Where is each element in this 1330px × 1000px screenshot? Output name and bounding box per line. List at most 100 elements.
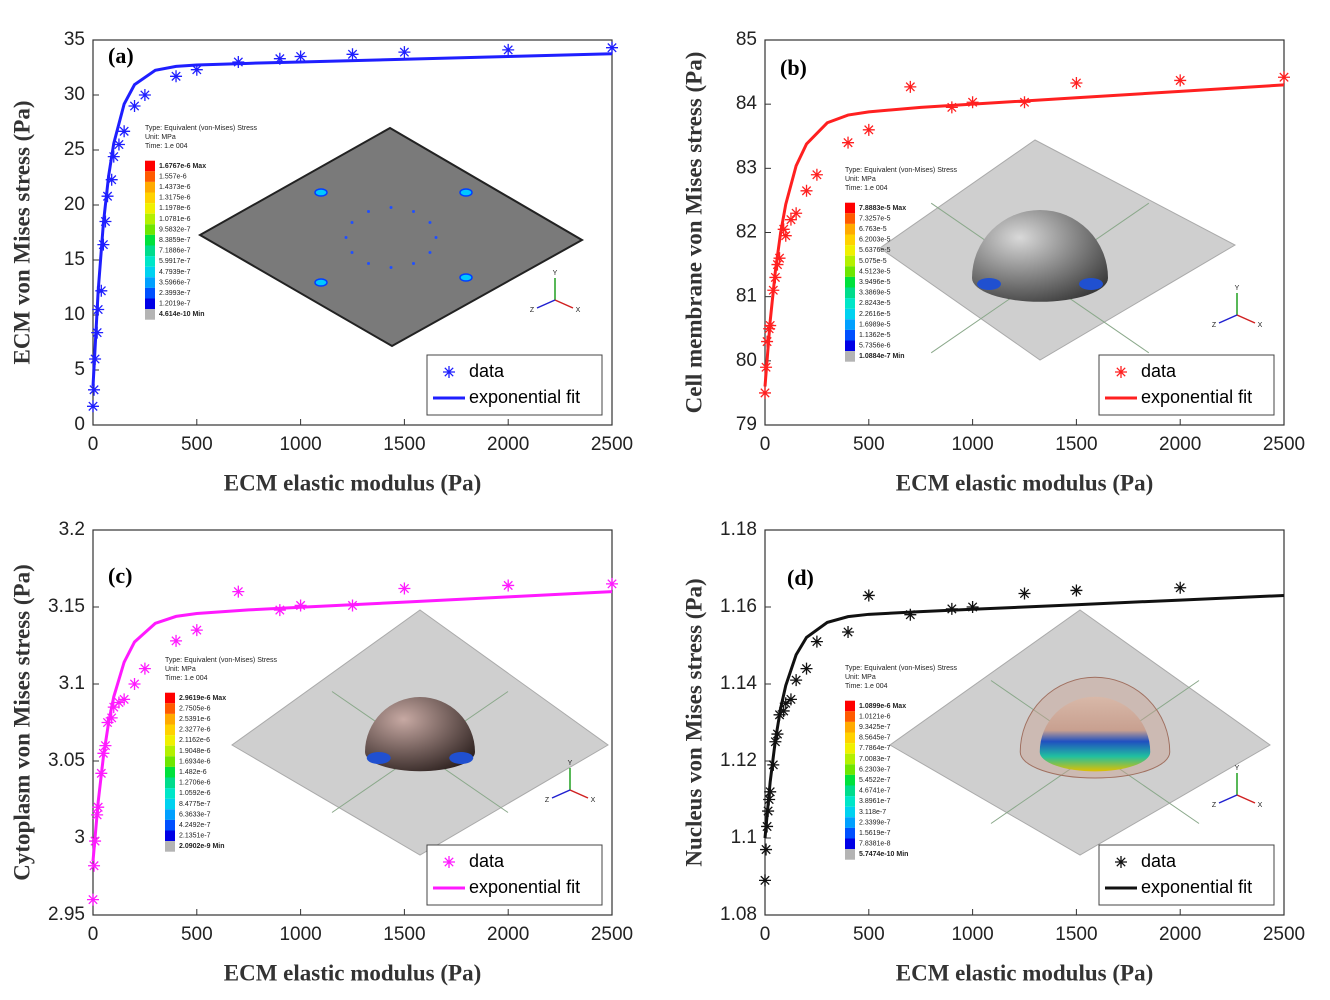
colorbar-swatch (145, 277, 155, 288)
colorbar-label: 1.0121e-6 (859, 713, 891, 720)
colorbar-swatch (145, 299, 155, 310)
y-tick-label: 3.05 (48, 750, 85, 771)
stress-dot (367, 262, 370, 265)
colorbar-swatch (145, 161, 155, 172)
colorbar-swatch (145, 214, 155, 225)
colorbar-label: 1.5619e-7 (859, 830, 891, 837)
colorbar-label: 1.3175e-6 (159, 195, 191, 202)
y-tick-label: 0 (74, 414, 85, 435)
colorbar-swatch (845, 277, 855, 288)
colorbar-swatch (145, 171, 155, 182)
colorbar-label: 1.482e-6 (179, 769, 207, 776)
colorbar-swatch (845, 351, 855, 362)
colorbar-swatch (845, 341, 855, 352)
data-point (1174, 74, 1186, 86)
inset-title: Type: Equivalent (von-Mises) Stress (165, 657, 278, 664)
colorbar-label: 2.1351e-7 (179, 833, 211, 840)
data-point (1278, 71, 1290, 83)
colorbar-swatch (165, 788, 175, 799)
panel: YXZType: Equivalent (von-Mises) StressUn… (9, 29, 633, 495)
colorbar-swatch (145, 309, 155, 320)
colorbar-label: 6.2003e-5 (859, 237, 891, 244)
colorbar-swatch (845, 796, 855, 807)
y-tick-label: 15 (64, 249, 85, 270)
data-point (347, 48, 359, 60)
colorbar-label: 5.9917e-7 (159, 258, 191, 265)
colorbar-swatch (165, 703, 175, 714)
inset-title: Time: 1.e 004 (845, 683, 888, 690)
colorbar-swatch (845, 235, 855, 246)
legend-label: exponential fit (469, 877, 580, 897)
colorbar-label: 1.0884e-7 Min (859, 353, 905, 360)
colorbar-label: 2.1162e-6 (179, 737, 210, 744)
legend-marker (443, 856, 455, 868)
colorbar-label: 2.0902e-9 Min (179, 843, 225, 850)
y-tick-label: 1.16 (720, 596, 757, 617)
x-tick-label: 500 (853, 434, 885, 455)
colorbar-label: 2.3993e-7 (159, 290, 191, 297)
colorbar-swatch (845, 245, 855, 256)
colorbar-swatch (165, 746, 175, 757)
figure: YXZType: Equivalent (von-Mises) StressUn… (0, 0, 1330, 1000)
y-tick-label: 3.1 (59, 673, 85, 694)
colorbar-label: 8.5645e-7 (859, 735, 891, 742)
stress-spot (460, 274, 472, 281)
x-tick-label: 1500 (383, 924, 425, 945)
y-tick-label: 10 (64, 304, 85, 325)
colorbar-label: 7.0083e-7 (859, 756, 891, 763)
colorbar-swatch (845, 849, 855, 860)
stress-dot (345, 236, 348, 239)
colorbar-swatch (165, 809, 175, 820)
x-tick-label: 2500 (1263, 434, 1305, 455)
x-tick-label: 1500 (383, 434, 425, 455)
data-point (1070, 77, 1082, 89)
x-tick-label: 500 (853, 924, 885, 945)
data-point (1070, 584, 1082, 596)
y-tick-label: 80 (736, 350, 757, 371)
inset-title: Unit: MPa (165, 666, 196, 673)
panel-label: (a) (108, 43, 134, 68)
y-axis-label: Nucleus von Mises stress (Pa) (681, 578, 706, 866)
colorbar-swatch (165, 799, 175, 810)
colorbar-label: 6.3633e-7 (179, 811, 211, 818)
legend-label: exponential fit (1141, 387, 1252, 407)
colorbar-label: 5.7356e-6 (859, 343, 891, 350)
inset-title: Type: Equivalent (von-Mises) Stress (145, 125, 258, 132)
colorbar-swatch (165, 725, 175, 736)
triad-label: Y (568, 760, 573, 767)
stress-spot (315, 279, 327, 286)
colorbar-label: 4.2492e-7 (179, 822, 211, 829)
colorbar-label: 5.075e-5 (859, 258, 887, 265)
legend-label: data (1141, 851, 1177, 871)
colorbar-swatch (165, 820, 175, 831)
x-tick-label: 1000 (279, 924, 321, 945)
colorbar-label: 6.2303e-7 (859, 766, 891, 773)
colorbar-label: 7.7864e-7 (859, 745, 891, 752)
stress-dot (428, 221, 431, 224)
colorbar-swatch (845, 203, 855, 214)
colorbar-swatch (145, 235, 155, 246)
y-tick-label: 25 (64, 139, 85, 160)
panel: YXZType: Equivalent (von-Mises) StressUn… (681, 519, 1305, 985)
inset-title: Type: Equivalent (von-Mises) Stress (845, 665, 958, 672)
colorbar-swatch (845, 828, 855, 839)
stress-dot (412, 262, 415, 265)
panel-label: (c) (108, 563, 132, 588)
colorbar-label: 3.118e-7 (859, 809, 886, 816)
x-tick-label: 0 (760, 924, 771, 945)
y-tick-label: 82 (736, 222, 757, 243)
colorbar-label: 2.9619e-6 Max (179, 695, 226, 702)
stress-dot (390, 206, 393, 209)
triad-label: Y (1235, 765, 1240, 772)
colorbar-swatch (145, 224, 155, 235)
colorbar-label: 1.6934e-6 (179, 758, 211, 765)
colorbar-swatch (165, 841, 175, 852)
data-point (129, 100, 141, 112)
data-point (118, 125, 130, 137)
y-tick-label: 3.2 (59, 519, 85, 540)
colorbar-label: 8.3859e-7 (159, 237, 191, 244)
y-tick-label: 3.15 (48, 596, 85, 617)
triad-label: X (1258, 802, 1263, 809)
inset-title: Type: Equivalent (von-Mises) Stress (845, 167, 958, 174)
inset-title: Time: 1.e 004 (165, 675, 208, 682)
